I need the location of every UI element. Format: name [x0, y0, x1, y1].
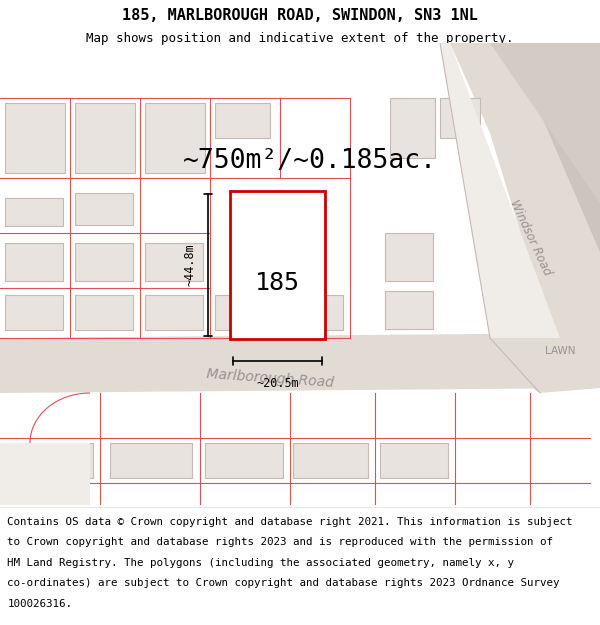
Bar — [230, 191, 325, 339]
Text: 185: 185 — [255, 271, 300, 295]
Bar — [5, 463, 80, 498]
Text: co-ordinates) are subject to Crown copyright and database rights 2023 Ordnance S: co-ordinates) are subject to Crown copyr… — [7, 578, 560, 588]
Bar — [5, 198, 63, 226]
Bar — [5, 443, 93, 478]
Polygon shape — [510, 43, 600, 253]
Bar — [385, 233, 433, 281]
Polygon shape — [0, 443, 90, 505]
Bar — [145, 295, 203, 330]
Text: 185, MARLBOROUGH ROAD, SWINDON, SN3 1NL: 185, MARLBOROUGH ROAD, SWINDON, SN3 1NL — [122, 8, 478, 22]
Text: Marlborough Road: Marlborough Road — [206, 367, 334, 389]
Bar — [75, 295, 133, 330]
Polygon shape — [490, 43, 600, 203]
Bar — [385, 291, 433, 329]
Bar — [440, 98, 480, 138]
Polygon shape — [0, 333, 600, 393]
Polygon shape — [440, 43, 600, 363]
Text: HM Land Registry. The polygons (including the associated geometry, namely x, y: HM Land Registry. The polygons (includin… — [7, 558, 514, 568]
Bar — [75, 103, 135, 173]
Bar — [75, 193, 133, 225]
Text: LAWN: LAWN — [545, 346, 575, 356]
Text: Contains OS data © Crown copyright and database right 2021. This information is : Contains OS data © Crown copyright and d… — [7, 517, 573, 527]
Text: ~44.8m: ~44.8m — [184, 244, 197, 286]
Bar — [215, 103, 270, 138]
Text: 100026316.: 100026316. — [7, 599, 72, 609]
Bar — [293, 443, 368, 478]
Polygon shape — [490, 333, 600, 393]
Bar — [145, 243, 203, 281]
Text: ~20.5m: ~20.5m — [256, 377, 299, 390]
Polygon shape — [440, 43, 560, 338]
Text: Map shows position and indicative extent of the property.: Map shows position and indicative extent… — [86, 32, 514, 45]
Bar — [5, 103, 65, 173]
Text: Windsor Road: Windsor Road — [507, 198, 553, 278]
Bar — [75, 243, 133, 281]
Bar — [205, 443, 283, 478]
Text: to Crown copyright and database rights 2023 and is reproduced with the permissio: to Crown copyright and database rights 2… — [7, 538, 553, 548]
Bar — [285, 295, 343, 330]
Bar — [110, 443, 192, 478]
Bar — [215, 295, 273, 330]
Bar — [5, 295, 63, 330]
Bar — [380, 443, 448, 478]
Bar — [5, 243, 63, 281]
Bar — [390, 98, 435, 158]
Bar — [145, 103, 205, 173]
Text: ~750m²/~0.185ac.: ~750m²/~0.185ac. — [183, 148, 437, 174]
